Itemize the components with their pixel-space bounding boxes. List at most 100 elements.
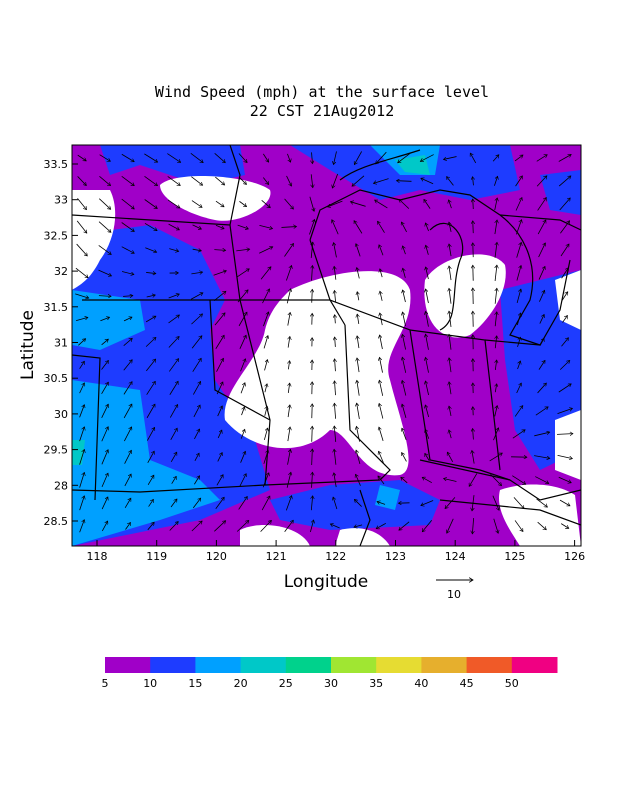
wind-vector bbox=[238, 497, 248, 510]
wind-vector bbox=[79, 427, 85, 442]
wind-vector bbox=[538, 360, 546, 370]
wind-vector bbox=[287, 449, 291, 465]
wind-vector bbox=[213, 291, 226, 302]
wind-vector bbox=[216, 382, 223, 395]
wind-vector bbox=[493, 428, 498, 441]
wind-vector bbox=[539, 314, 544, 324]
colorbar-label: 20 bbox=[234, 677, 248, 690]
wind-vector bbox=[79, 449, 85, 465]
wind-vector bbox=[121, 222, 135, 232]
wind-vector bbox=[214, 313, 225, 326]
wind-vector bbox=[240, 383, 245, 394]
wind-vector bbox=[144, 223, 157, 230]
wind-vector bbox=[284, 243, 293, 257]
wind-vector bbox=[261, 496, 270, 511]
wind-vector bbox=[79, 361, 85, 369]
wind-vector bbox=[447, 177, 454, 186]
wind-vector bbox=[379, 451, 384, 463]
wind-vector bbox=[79, 496, 85, 511]
wind-vector bbox=[539, 290, 544, 302]
wind-vector bbox=[240, 429, 245, 439]
wind-vector bbox=[357, 403, 360, 419]
wind-vector bbox=[194, 429, 199, 440]
wind-vector bbox=[334, 403, 335, 419]
wind-vector bbox=[402, 312, 406, 327]
wind-vector bbox=[260, 520, 272, 532]
colorbar-swatch bbox=[466, 657, 513, 673]
wind-vector bbox=[264, 360, 268, 371]
wind-vector bbox=[287, 312, 290, 326]
wind-vectors bbox=[75, 151, 573, 534]
wind-vector bbox=[422, 477, 433, 484]
wind-vector bbox=[147, 475, 154, 486]
colorbar-label: 50 bbox=[505, 677, 519, 690]
wind-vector bbox=[449, 430, 451, 439]
wind-vector bbox=[123, 360, 132, 371]
wind-vector bbox=[192, 249, 202, 251]
y-tick-label: 31 bbox=[54, 337, 68, 350]
wind-vector bbox=[445, 497, 456, 508]
wind-vector bbox=[79, 520, 85, 533]
wind-vector bbox=[379, 380, 384, 396]
field-blue bbox=[540, 170, 581, 215]
x-tick-label: 124 bbox=[445, 550, 466, 563]
wind-vector bbox=[472, 518, 473, 534]
wind-vector bbox=[489, 452, 503, 462]
reference-vector-label: 10 bbox=[447, 588, 461, 601]
wind-vector bbox=[309, 219, 314, 235]
map-field bbox=[72, 145, 581, 546]
wind-vector bbox=[425, 381, 429, 396]
wind-vector bbox=[350, 202, 366, 207]
wind-vector bbox=[560, 221, 569, 234]
wind-vector bbox=[240, 451, 246, 463]
wind-vector bbox=[284, 520, 294, 532]
wind-vector bbox=[380, 313, 383, 326]
colorbar-label: 5 bbox=[102, 677, 109, 690]
wind-vector bbox=[449, 266, 451, 281]
field-cyan bbox=[72, 380, 220, 546]
wind-vector bbox=[121, 198, 135, 209]
wind-vector bbox=[335, 315, 336, 324]
wind-vector bbox=[101, 339, 109, 346]
colorbar-label: 10 bbox=[143, 677, 157, 690]
wind-vector bbox=[449, 311, 452, 327]
wind-vector bbox=[263, 428, 267, 441]
wind-vector bbox=[354, 499, 362, 507]
wind-vector bbox=[311, 174, 313, 187]
wind-vector bbox=[402, 404, 407, 419]
wind-vector bbox=[495, 384, 496, 393]
wind-vector bbox=[167, 199, 180, 208]
title: Wind Speed (mph) at the surface level bbox=[155, 83, 489, 101]
wind-vector bbox=[146, 295, 156, 297]
y-ticks: 33.5 33 32.5 32 31.5 31 30.5 30 29.5 28 28.5 bbox=[44, 158, 78, 528]
wind-vector bbox=[449, 244, 451, 257]
wind-vector bbox=[535, 476, 549, 484]
wind-vector bbox=[426, 289, 429, 304]
wind-vector bbox=[171, 476, 177, 484]
wind-vector bbox=[241, 407, 245, 416]
wind-vector bbox=[537, 220, 546, 235]
wind-vector bbox=[335, 359, 336, 372]
wind-vector bbox=[169, 404, 177, 418]
wind-vector bbox=[77, 154, 87, 161]
wind-vector bbox=[238, 153, 247, 162]
colorbar-swatch bbox=[421, 657, 468, 673]
wind-vector bbox=[403, 268, 406, 278]
wind-vector bbox=[334, 449, 336, 465]
wind-vector bbox=[123, 382, 133, 395]
wind-vector bbox=[539, 338, 544, 346]
wind-vector bbox=[377, 502, 386, 505]
wind-vector bbox=[169, 522, 179, 531]
wind-vector bbox=[537, 521, 547, 530]
wind-vector bbox=[401, 222, 407, 233]
wind-vector bbox=[561, 338, 568, 347]
x-tick-label: 120 bbox=[206, 550, 227, 563]
wind-vector bbox=[559, 198, 571, 211]
wind-vector bbox=[470, 153, 477, 164]
wind-vector bbox=[101, 473, 108, 488]
wind-vector bbox=[495, 312, 497, 327]
wind-vector bbox=[124, 450, 132, 464]
wind-vector bbox=[424, 199, 431, 209]
wind-vector bbox=[473, 199, 474, 209]
wind-vector bbox=[333, 497, 338, 510]
